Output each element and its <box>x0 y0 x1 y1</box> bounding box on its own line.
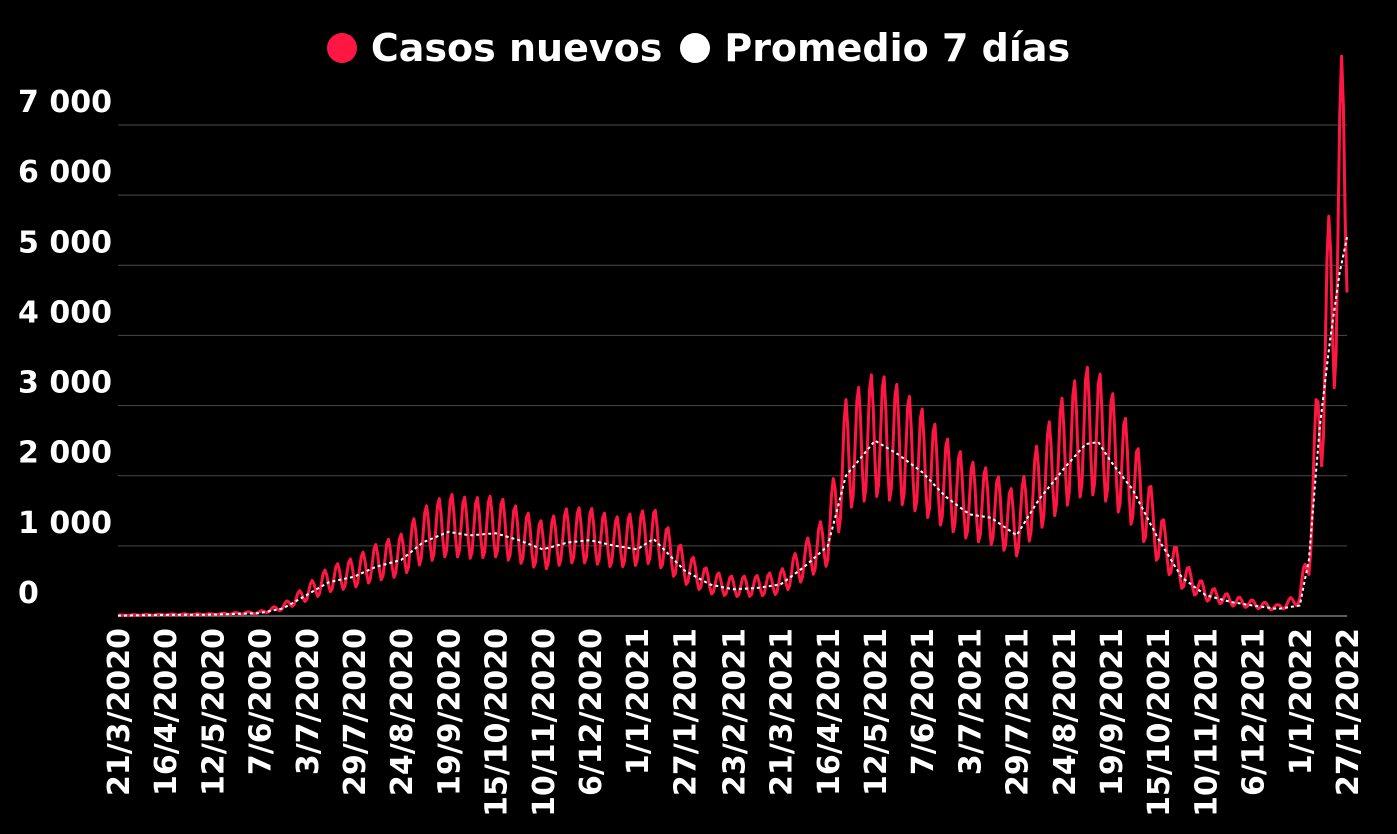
legend: Casos nuevos Promedio 7 días <box>0 22 1397 74</box>
x-tick-label: 15/10/2021 <box>1142 628 1177 817</box>
legend-item-average: Promedio 7 días <box>680 26 1070 70</box>
legend-label-cases: Casos nuevos <box>370 26 663 70</box>
legend-item-cases: Casos nuevos <box>326 26 663 70</box>
x-tick-label: 21/3/2021 <box>765 628 800 796</box>
x-tick-label: 19/9/2020 <box>432 628 467 796</box>
y-tick-label: 7 000 <box>18 85 112 120</box>
y-tick-label: 1 000 <box>18 506 112 541</box>
x-tick-label: 12/5/2021 <box>859 628 894 796</box>
x-tick-label: 6/12/2021 <box>1237 628 1272 796</box>
x-tick-label: 27/1/2021 <box>668 628 703 796</box>
y-tick-label: 0 <box>18 576 39 611</box>
x-tick-label: 10/11/2020 <box>527 628 562 817</box>
x-axis-ticks: 21/3/2020 16/4/2020 12/5/2020 7/6/2020 3/7/2… <box>102 628 1366 817</box>
y-tick-label: 6 000 <box>18 155 112 190</box>
x-tick-label: 19/9/2021 <box>1095 628 1130 796</box>
x-tick-label: 7/6/2020 <box>244 628 279 775</box>
x-tick-label: 29/7/2021 <box>1001 628 1036 796</box>
x-tick-label: 6/12/2020 <box>574 628 609 796</box>
series-line-average <box>118 236 1348 617</box>
series-layer <box>117 54 1349 617</box>
legend-swatch-average <box>680 33 711 63</box>
legend-label-average: Promedio 7 días <box>724 26 1071 70</box>
x-tick-label: 7/6/2021 <box>906 628 941 775</box>
y-tick-label: 4 000 <box>18 295 112 330</box>
x-tick-label: 10/11/2021 <box>1189 628 1224 817</box>
x-tick-label: 3/7/2020 <box>291 628 326 775</box>
x-tick-label: 23/2/2021 <box>717 628 752 796</box>
x-tick-label: 16/4/2020 <box>149 628 184 796</box>
y-tick-label: 5 000 <box>18 225 112 260</box>
x-tick-label: 3/7/2021 <box>953 628 988 775</box>
x-tick-label: 16/4/2021 <box>812 628 847 796</box>
x-tick-label: 24/8/2021 <box>1048 628 1083 796</box>
x-tick-label: 1/1/2022 <box>1284 628 1319 775</box>
x-tick-label: 27/1/2022 <box>1331 628 1366 796</box>
x-tick-label: 24/8/2020 <box>385 628 420 796</box>
grid-lines <box>118 124 1347 617</box>
x-tick-label: 12/5/2020 <box>196 628 231 796</box>
y-tick-label: 2 000 <box>18 436 112 471</box>
y-axis-ticks: 0 1 000 2 000 3 000 4 000 5 000 6 000 7 000 <box>18 85 112 611</box>
y-tick-label: 3 000 <box>18 366 112 401</box>
x-tick-label: 21/3/2020 <box>102 628 137 796</box>
x-tick-label: 29/7/2020 <box>338 628 373 796</box>
legend-swatch-cases <box>326 33 357 63</box>
series-line-cases <box>117 54 1349 617</box>
x-tick-label: 15/10/2020 <box>480 628 515 817</box>
x-tick-label: 1/1/2021 <box>621 628 656 775</box>
